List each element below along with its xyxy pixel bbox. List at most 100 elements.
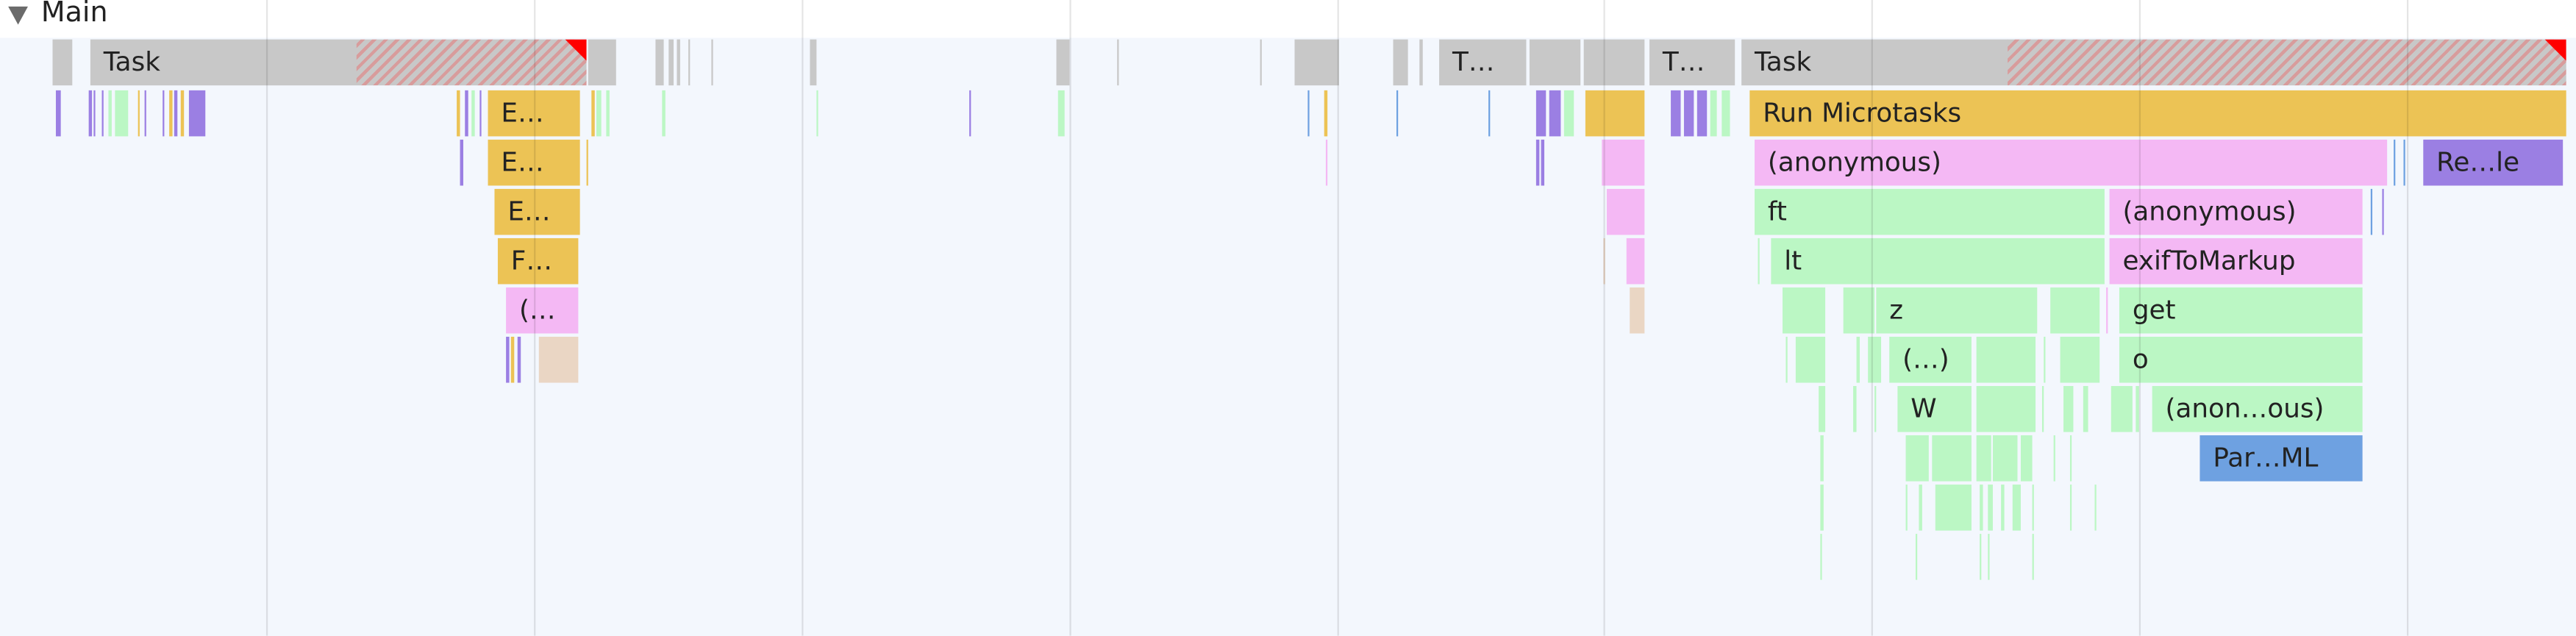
triangle-down-icon[interactable] [8, 6, 28, 25]
event-block[interactable] [460, 139, 464, 186]
event-block[interactable] [465, 90, 468, 137]
event-block[interactable] [138, 90, 140, 137]
event-block[interactable] [506, 336, 510, 383]
event-block[interactable] [55, 90, 61, 137]
event-block[interactable] [52, 39, 73, 86]
event-block[interactable] [1935, 485, 1972, 531]
event-block[interactable] [1324, 90, 1328, 137]
event-block[interactable] [1782, 287, 1826, 334]
event-block[interactable] [1683, 90, 1694, 137]
event-block[interactable] [2050, 287, 2100, 334]
event-block[interactable] [1419, 39, 1423, 86]
event-block[interactable] [1856, 336, 1860, 383]
block-task2[interactable]: Task [1741, 39, 2566, 86]
event-block[interactable] [1549, 90, 1561, 137]
event-block[interactable] [2060, 336, 2100, 383]
event-block[interactable] [1541, 139, 1545, 186]
event-block[interactable] [1396, 90, 1399, 137]
block-anonymous1[interactable]: (anonymous) [1755, 139, 2388, 186]
event-block[interactable] [1260, 39, 1262, 86]
event-block[interactable] [1819, 386, 1826, 432]
event-block[interactable] [2069, 485, 2072, 531]
block-get[interactable]: get [2119, 287, 2363, 334]
block-task1[interactable]: Task [90, 39, 587, 86]
block-t-short2[interactable]: T… [1649, 39, 1735, 86]
event-block[interactable] [1722, 90, 1730, 137]
event-block[interactable] [1919, 485, 1922, 531]
event-block[interactable] [517, 336, 521, 383]
block-parse-html[interactable]: Par…ML [2199, 435, 2363, 482]
block-e2[interactable]: E… [488, 139, 580, 186]
block-w[interactable]: W [1897, 386, 1972, 432]
event-block[interactable] [1535, 139, 1540, 186]
event-block[interactable] [101, 90, 104, 137]
event-block[interactable] [2020, 435, 2033, 482]
event-block[interactable] [2136, 386, 2139, 432]
block-run-microtasks[interactable]: Run Microtasks [1749, 90, 2566, 137]
event-block[interactable] [1976, 386, 2036, 432]
event-block[interactable] [1820, 534, 1822, 580]
event-block[interactable] [1992, 435, 2018, 482]
block-t-short1[interactable]: T… [1439, 39, 1527, 86]
block-o[interactable]: o [2119, 336, 2363, 383]
block-paren[interactable]: (…) [1889, 336, 1972, 383]
block-e3[interactable]: E… [494, 188, 580, 235]
event-block[interactable] [1853, 386, 1857, 432]
event-block[interactable] [1874, 386, 1877, 432]
event-block[interactable] [1602, 139, 1645, 186]
event-block[interactable] [1585, 90, 1645, 137]
event-block[interactable] [93, 90, 96, 137]
event-block[interactable] [2032, 534, 2034, 580]
event-block[interactable] [2044, 336, 2046, 383]
event-block[interactable] [2053, 435, 2055, 482]
event-block[interactable] [588, 39, 616, 86]
event-block[interactable] [1583, 39, 1645, 86]
event-block[interactable] [1988, 534, 1990, 580]
event-block[interactable] [1325, 139, 1328, 186]
event-block[interactable] [1795, 336, 1826, 383]
block-anonymous2[interactable]: (anonymous) [2109, 188, 2363, 235]
event-block[interactable] [471, 90, 475, 137]
event-block[interactable] [479, 90, 482, 137]
event-block[interactable] [1976, 435, 1991, 482]
block-lt[interactable]: lt [1771, 237, 2105, 285]
event-block[interactable] [816, 90, 818, 137]
block-ft[interactable]: ft [1755, 188, 2105, 235]
event-block[interactable] [2094, 485, 2097, 531]
event-block[interactable] [2041, 386, 2044, 432]
event-block[interactable] [1868, 336, 1882, 383]
event-block[interactable] [586, 139, 588, 186]
event-block[interactable] [1535, 90, 1546, 137]
event-block[interactable] [1932, 435, 1972, 482]
event-block[interactable] [1820, 485, 1824, 531]
event-block[interactable] [1630, 287, 1645, 334]
event-block[interactable] [108, 90, 112, 137]
event-block[interactable] [1671, 90, 1681, 137]
event-block[interactable] [1563, 90, 1574, 137]
block-exif[interactable]: exifToMarkup [2109, 237, 2363, 285]
block-z[interactable]: z [1876, 287, 2038, 334]
event-block[interactable] [1603, 237, 1605, 285]
block-e1[interactable]: E… [488, 90, 580, 137]
block-recalc[interactable]: Re…le [2423, 139, 2563, 186]
event-block[interactable] [711, 39, 713, 86]
block-anon-short[interactable]: (… [506, 287, 579, 334]
event-block[interactable] [1393, 39, 1408, 86]
event-block[interactable] [1758, 237, 1760, 285]
event-block[interactable] [144, 90, 146, 137]
event-block[interactable] [88, 90, 93, 137]
event-block[interactable] [2382, 188, 2384, 235]
event-block[interactable] [1988, 485, 1993, 531]
event-block[interactable] [115, 90, 129, 137]
event-block[interactable] [2063, 386, 2074, 432]
event-block[interactable] [1905, 485, 1908, 531]
track-header[interactable]: Main [0, 0, 2576, 38]
event-block[interactable] [2111, 386, 2133, 432]
event-block[interactable] [2012, 485, 2021, 531]
event-block[interactable] [1294, 39, 1339, 86]
event-block[interactable] [606, 90, 610, 137]
event-block[interactable] [2083, 386, 2088, 432]
event-block[interactable] [1696, 90, 1708, 137]
event-block[interactable] [1710, 90, 1717, 137]
event-block[interactable] [163, 90, 165, 137]
